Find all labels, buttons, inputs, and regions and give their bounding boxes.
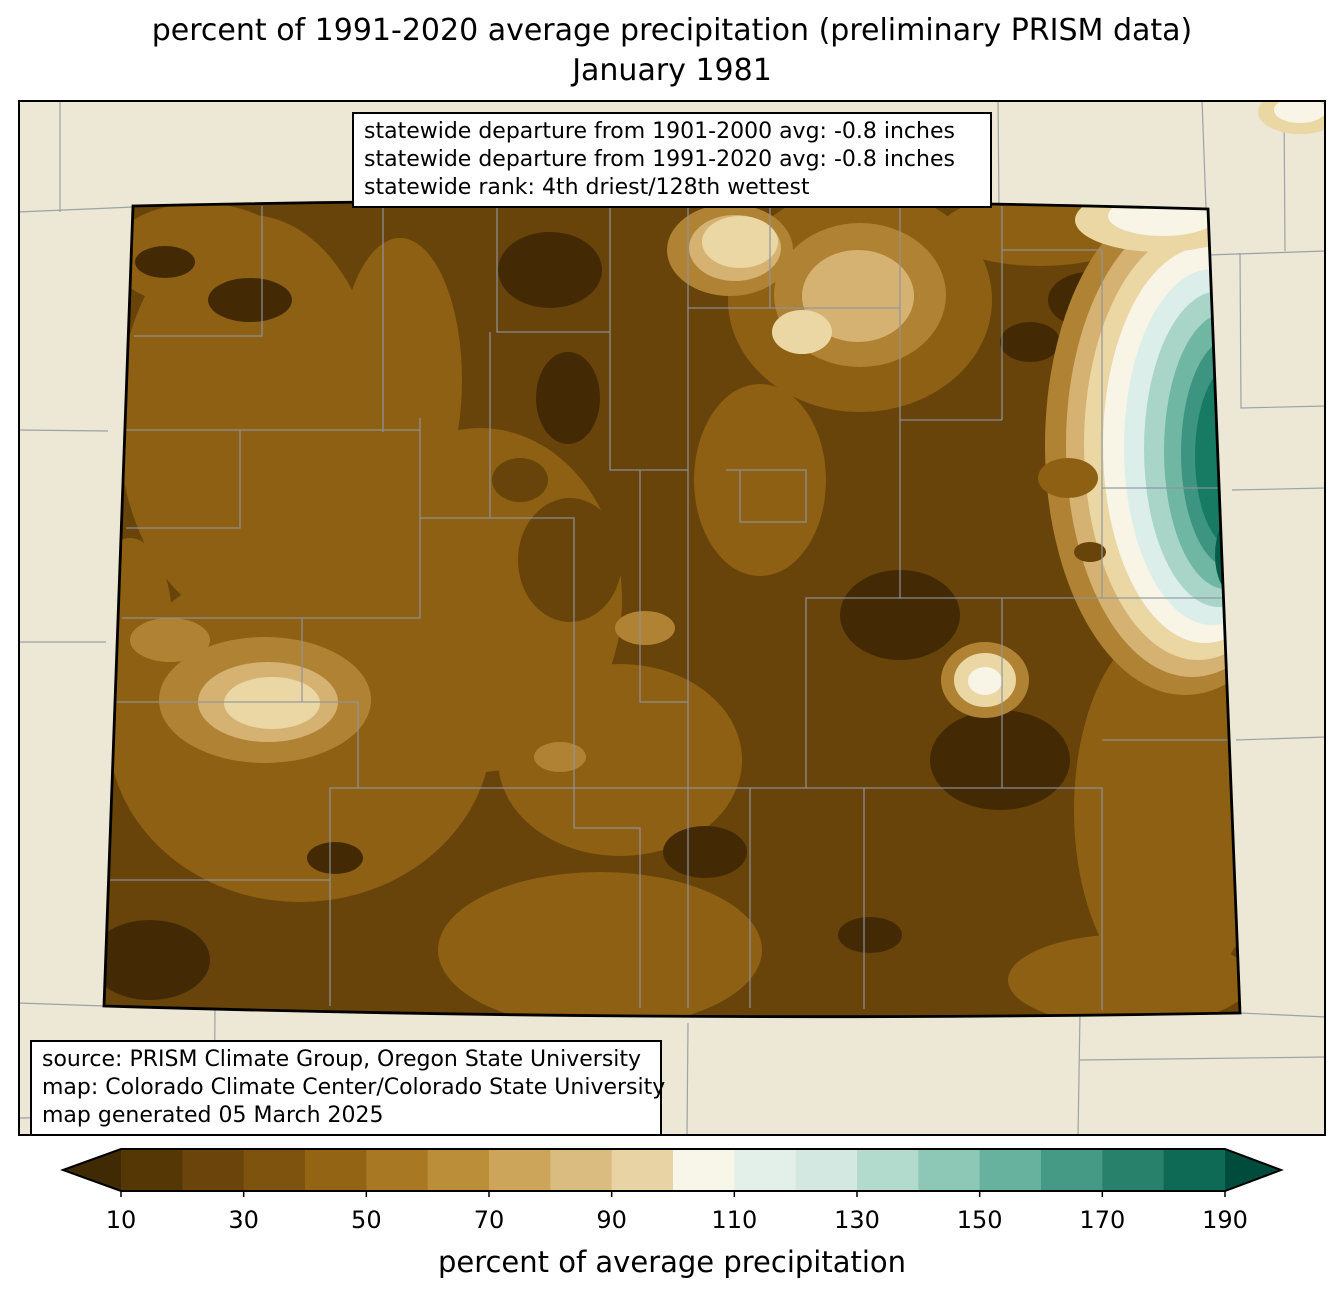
wet-spot-contours [941, 642, 1029, 718]
precipitation-map [18, 100, 1326, 1136]
colorbar-segment-130-140 [857, 1149, 919, 1191]
contour-90-100 [224, 216, 832, 729]
colorbar: 10 30 50 70 90 110 130 150 170 190 percent of ave… [60, 1148, 1284, 1279]
colorbar-tick-label-70: 70 [474, 1206, 505, 1234]
contour-dark-islands [492, 458, 622, 622]
colorbar-tick-label-10: 10 [106, 1206, 137, 1234]
stats-line-2: statewide departure from 1991-2020 avg: … [364, 147, 955, 172]
colorbar-segment-40-50 [305, 1149, 367, 1191]
colorbar-segment-70-80 [489, 1149, 551, 1191]
source-line-2: map: Colorado Climate Center/Colorado St… [42, 1075, 666, 1100]
colorbar-segment-160-170 [1041, 1149, 1103, 1191]
colorbar-tick-label-50: 50 [351, 1206, 382, 1234]
colorbar-tick-label-90: 90 [596, 1206, 627, 1234]
county-boundaries [104, 206, 1240, 1010]
colorbar-right-arrow [1225, 1149, 1281, 1191]
source-line-3: map generated 05 March 2025 [42, 1103, 384, 1128]
colorbar-axis-label: percent of average precipitation [438, 1245, 906, 1279]
colorbar-segment-180-190 [1163, 1149, 1226, 1191]
contour-under-10 [104, 232, 1132, 1000]
colorbar-segment-170-180 [1102, 1149, 1165, 1191]
colorbar-left-arrow [63, 1149, 121, 1191]
stats-line-3: statewide rank: 4th driest/128th wettest [364, 175, 810, 200]
northeast-wet-contours [1038, 200, 1240, 695]
colorbar-tick-label-190: 190 [1202, 1206, 1248, 1234]
colorbar-segment-60-70 [427, 1149, 490, 1191]
figure-title: percent of 1991-2020 average precipitati… [151, 13, 1193, 48]
colorbar-segment-30-40 [243, 1149, 306, 1191]
stats-line-1: statewide departure from 1901-2000 avg: … [364, 119, 955, 144]
colorbar-segment-20-30 [182, 1149, 245, 1191]
colorbar-segment-140-150 [918, 1149, 981, 1191]
colorbar-tick-label-150: 150 [957, 1206, 1003, 1234]
colorbar-tick-label-30: 30 [228, 1206, 259, 1234]
colorbar-segment-80-90 [550, 1149, 613, 1191]
source-line-1: source: PRISM Climate Group, Oregon Stat… [42, 1047, 642, 1072]
colorbar-segments [60, 1148, 1284, 1192]
map-frame [18, 100, 1326, 1136]
neighbor-state-lines [18, 100, 1326, 1136]
colorbar-tick-label-170: 170 [1079, 1206, 1125, 1234]
colorbar-segment-10-20 [121, 1149, 183, 1191]
corner-contour-patch [1258, 100, 1326, 134]
colorbar-segment-100-110 [673, 1149, 735, 1191]
figure-subtitle: January 1981 [572, 53, 772, 88]
colorbar-segment-110-120 [734, 1149, 797, 1191]
source-box: source: PRISM Climate Group, Oregon Stat… [30, 1040, 666, 1136]
colorbar-tick-label-110: 110 [711, 1206, 757, 1234]
stats-box: statewide departure from 1901-2000 avg: … [352, 112, 992, 208]
colorbar-ticks: 10 30 50 70 90 110 130 150 170 190 [106, 1191, 1248, 1234]
colorbar-segment-50-60 [366, 1149, 429, 1191]
colorbar-segment-150-160 [979, 1149, 1042, 1191]
precip-contours [104, 200, 1240, 1017]
colorbar-segment-90-100 [611, 1149, 674, 1191]
colorbar-segment-120-130 [795, 1149, 858, 1191]
colorbar-tick-label-130: 130 [834, 1206, 880, 1234]
